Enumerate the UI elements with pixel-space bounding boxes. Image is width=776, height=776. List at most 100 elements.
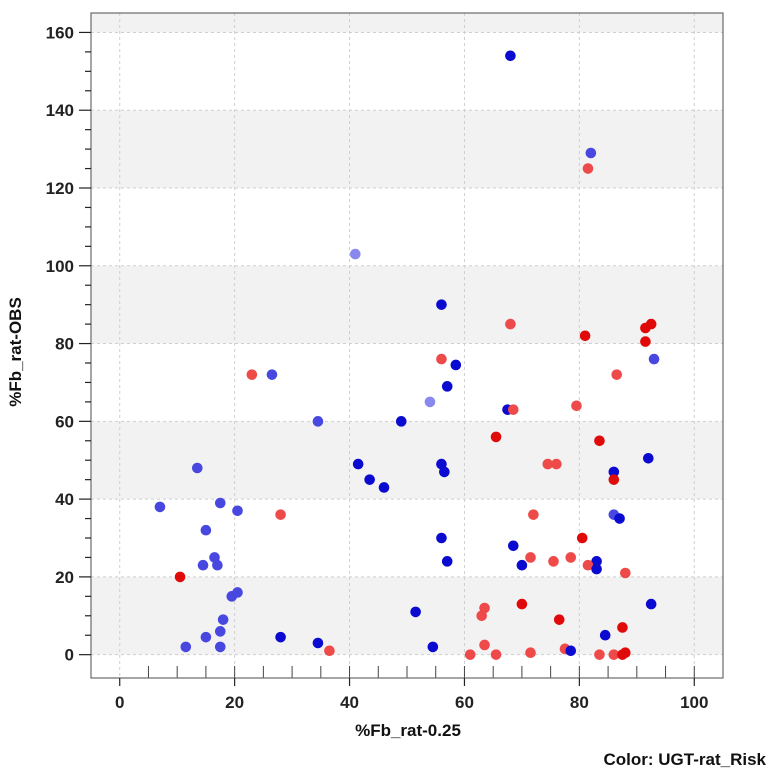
data-point-56 (582, 559, 594, 571)
data-point-32 (608, 466, 620, 478)
data-point-84 (464, 649, 476, 660)
tick-label-y-100: 100 (46, 257, 74, 276)
plot-border (90, 12, 724, 679)
data-point-45 (576, 532, 588, 544)
data-point-7 (640, 322, 651, 334)
data-point-2 (582, 163, 594, 174)
data-point-33 (364, 474, 375, 485)
tick-label-y-0: 0 (65, 646, 74, 665)
data-point-50 (441, 556, 453, 567)
data-point-67 (217, 614, 229, 625)
data-point-10 (648, 353, 660, 365)
data-point-38 (232, 505, 243, 517)
data-point-61 (226, 591, 238, 602)
data-point-25 (643, 452, 654, 464)
data-point-36 (214, 497, 226, 509)
data-point-57 (591, 563, 602, 575)
data-point-81 (565, 645, 577, 657)
data-point-11 (436, 353, 447, 365)
tick-label-x-100: 100 (680, 693, 708, 712)
band-80-100 (91, 265, 723, 344)
plot-frame (90, 12, 724, 679)
data-point-82 (525, 647, 536, 659)
data-point-39 (275, 509, 286, 520)
data-point-16 (441, 381, 453, 392)
tick-label-y-140: 140 (46, 101, 74, 120)
data-point-37 (154, 501, 166, 513)
data-point-24 (594, 435, 605, 447)
tick-label-x-40: 40 (340, 693, 359, 712)
data-point-78 (427, 641, 439, 653)
data-point-42 (614, 513, 625, 524)
data-point-28 (542, 458, 554, 470)
data-point-5 (505, 318, 516, 330)
data-point-73 (275, 631, 286, 643)
data-point-0 (505, 50, 516, 62)
data-point-29 (551, 458, 562, 470)
tick-label-y-80: 80 (55, 335, 74, 354)
color-legend-caption: Color: UGT-rat_Risk (603, 750, 766, 769)
data-point-44 (436, 532, 447, 544)
data-point-72 (200, 631, 212, 643)
data-point-8 (579, 330, 591, 342)
plot-background (91, 13, 723, 678)
data-point-75 (479, 639, 490, 651)
data-point-34 (608, 474, 620, 485)
tick-label-y-120: 120 (46, 179, 74, 198)
data-points (154, 50, 660, 660)
data-point-49 (565, 552, 577, 563)
data-point-63 (645, 598, 657, 610)
data-point-71 (599, 629, 611, 641)
data-point-68 (553, 614, 565, 625)
data-point-17 (424, 396, 436, 408)
x-axis: 0 20 40 60 80 100 (115, 678, 708, 712)
data-point-65 (410, 606, 421, 618)
data-point-26 (352, 458, 364, 470)
data-point-12 (450, 359, 462, 371)
data-point-74 (312, 637, 324, 649)
data-point-55 (516, 559, 528, 571)
tick-label-x-20: 20 (225, 693, 244, 712)
data-point-30 (191, 462, 203, 474)
data-point-87 (608, 649, 620, 660)
data-point-62 (516, 598, 528, 610)
tick-label-y-40: 40 (55, 490, 74, 509)
data-point-53 (197, 559, 209, 571)
data-point-88 (617, 649, 628, 660)
data-point-40 (528, 509, 539, 520)
data-point-18 (571, 400, 582, 412)
tick-label-y-20: 20 (55, 568, 74, 587)
y-axis: 0 20 40 60 80 100 120 140 160 (46, 23, 91, 665)
data-point-46 (507, 540, 519, 552)
data-point-14 (266, 369, 278, 380)
data-point-80 (324, 645, 335, 657)
data-point-21 (312, 416, 324, 427)
minor-ticks (147, 666, 695, 678)
data-point-77 (214, 641, 226, 653)
data-point-4 (436, 299, 447, 310)
data-point-9 (640, 336, 651, 347)
tick-label-x-80: 80 (570, 693, 589, 712)
data-point-66 (476, 610, 487, 622)
band-40-60 (91, 421, 723, 500)
data-point-58 (620, 567, 631, 579)
band-160-top (91, 13, 723, 33)
band-120-140 (91, 110, 723, 188)
data-point-43 (200, 524, 212, 536)
tick-label-y-60: 60 (55, 412, 74, 431)
grid-lines (91, 13, 723, 678)
data-point-35 (378, 482, 390, 493)
data-point-85 (490, 649, 502, 660)
x-axis-title: %Fb_rat-0.25 (355, 721, 461, 740)
data-point-13 (246, 369, 258, 380)
data-point-54 (212, 559, 223, 571)
data-point-86 (594, 649, 605, 660)
data-point-51 (548, 556, 559, 567)
tick-label-x-0: 0 (115, 693, 124, 712)
data-point-1 (585, 147, 597, 159)
data-point-3 (349, 248, 361, 260)
tick-label-y-160: 160 (46, 23, 74, 42)
data-point-22 (395, 416, 407, 427)
data-point-23 (490, 431, 502, 443)
